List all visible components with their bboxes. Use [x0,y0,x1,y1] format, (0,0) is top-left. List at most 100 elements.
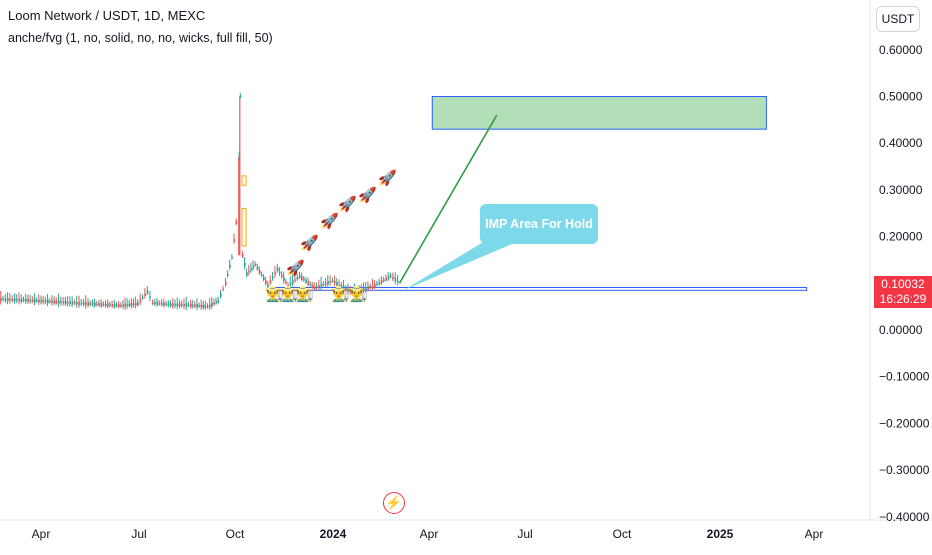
candle-body [174,304,177,306]
candle-body [128,303,131,307]
candle-body [360,288,363,292]
candle-body [124,303,127,307]
candle-body [27,298,29,303]
candle-body [380,279,383,284]
rocket-emoji: 🚀 [338,196,357,213]
zone-boxes[interactable] [271,96,808,291]
candle-body [307,281,310,285]
candle-body [82,302,85,305]
candle-body [272,276,274,279]
target-zone-box[interactable] [431,96,767,130]
candle-body [276,267,279,272]
candle-body [389,275,392,278]
candle-body [62,301,65,304]
candle-body [165,303,168,306]
candle-body [118,304,120,307]
y-tick-label: 0.30000 [879,183,923,197]
candle-body [322,283,325,286]
y-tick-label: −0.40000 [879,510,930,524]
candle-body [91,302,94,306]
candle-body [0,297,2,302]
candle-body [316,286,318,288]
candle-body [7,297,9,302]
candle-body [4,298,7,301]
y-tick-label: −0.20000 [879,416,930,430]
candle-body [115,304,118,307]
candle-body [94,302,96,306]
x-tick-label: Jul [131,527,146,541]
candle-body [207,305,209,308]
candle-body [263,277,265,280]
candle-body [73,302,76,304]
x-tick-label: 2024 [320,527,347,541]
indicator-label[interactable]: anche/fvg (1, no, solid, no, no, wicks, … [8,31,273,45]
lightning-icon[interactable]: ⚡ [383,492,405,514]
candle-body [141,297,144,299]
candle-body [178,303,181,307]
trend-line[interactable] [398,114,498,284]
candle-body [267,284,269,287]
candle-body [85,301,87,306]
candle-body [64,300,67,305]
fvg-zone-box[interactable] [271,287,808,291]
candle-body [40,299,43,303]
candle-body [200,304,203,308]
axis-frame [0,0,932,521]
currency-unit-button[interactable]: USDT [876,6,920,32]
candle-body [250,268,252,271]
candle-body [176,303,179,307]
candle-body [376,283,378,286]
callout-pointer [404,238,512,290]
candle-body [152,302,154,304]
candle-body [340,284,343,288]
candle-body [371,285,374,288]
candle-body [331,280,334,282]
candle-body [325,282,327,285]
candle-body [281,274,283,278]
candle-body [44,300,47,303]
candle-body [113,303,116,308]
candle-body [334,281,336,284]
rocket-emoji: 🚀 [358,187,377,204]
candle-body [23,299,25,301]
candle-body [283,277,285,281]
candle-body [256,266,259,270]
x-tick-label: Apr [32,527,51,541]
y-tick-label: 0.00000 [879,323,923,337]
x-axis[interactable]: Apr Jul Oct 2024 Apr Jul Oct 2025 Apr [32,527,824,541]
candle-body [345,287,347,290]
candle-body [215,300,218,304]
y-axis[interactable]: 0.60000 0.50000 0.40000 0.30000 0.20000 0.100… [879,43,930,524]
candle-body [222,288,225,290]
price-series [0,93,399,311]
candle-body [327,280,329,285]
callout-label[interactable]: IMP Area For Hold [480,204,598,244]
candle-body [285,281,287,284]
candle-body [220,293,222,297]
x-tick-label: Apr [805,527,824,541]
candle-body [183,303,186,307]
candle-body [87,302,90,306]
candle-body [198,305,201,307]
candle-body [274,272,277,275]
candle-body [365,287,367,290]
candle-body [301,276,303,280]
candle-body [342,285,345,290]
trend-line-group[interactable] [398,114,512,290]
candle-body [347,288,350,292]
fvg-wick-box [241,208,247,247]
candle-body [227,273,229,276]
candle-body [318,284,320,288]
candle-body [211,302,213,307]
candle-body [190,303,192,307]
candle-body [18,298,21,302]
candle-body [196,304,199,308]
candle-body [98,303,101,306]
candle-body [185,303,188,307]
candle-body [33,298,36,303]
candle-body [120,304,122,307]
candle-body [163,302,165,306]
candle-body [109,304,111,306]
